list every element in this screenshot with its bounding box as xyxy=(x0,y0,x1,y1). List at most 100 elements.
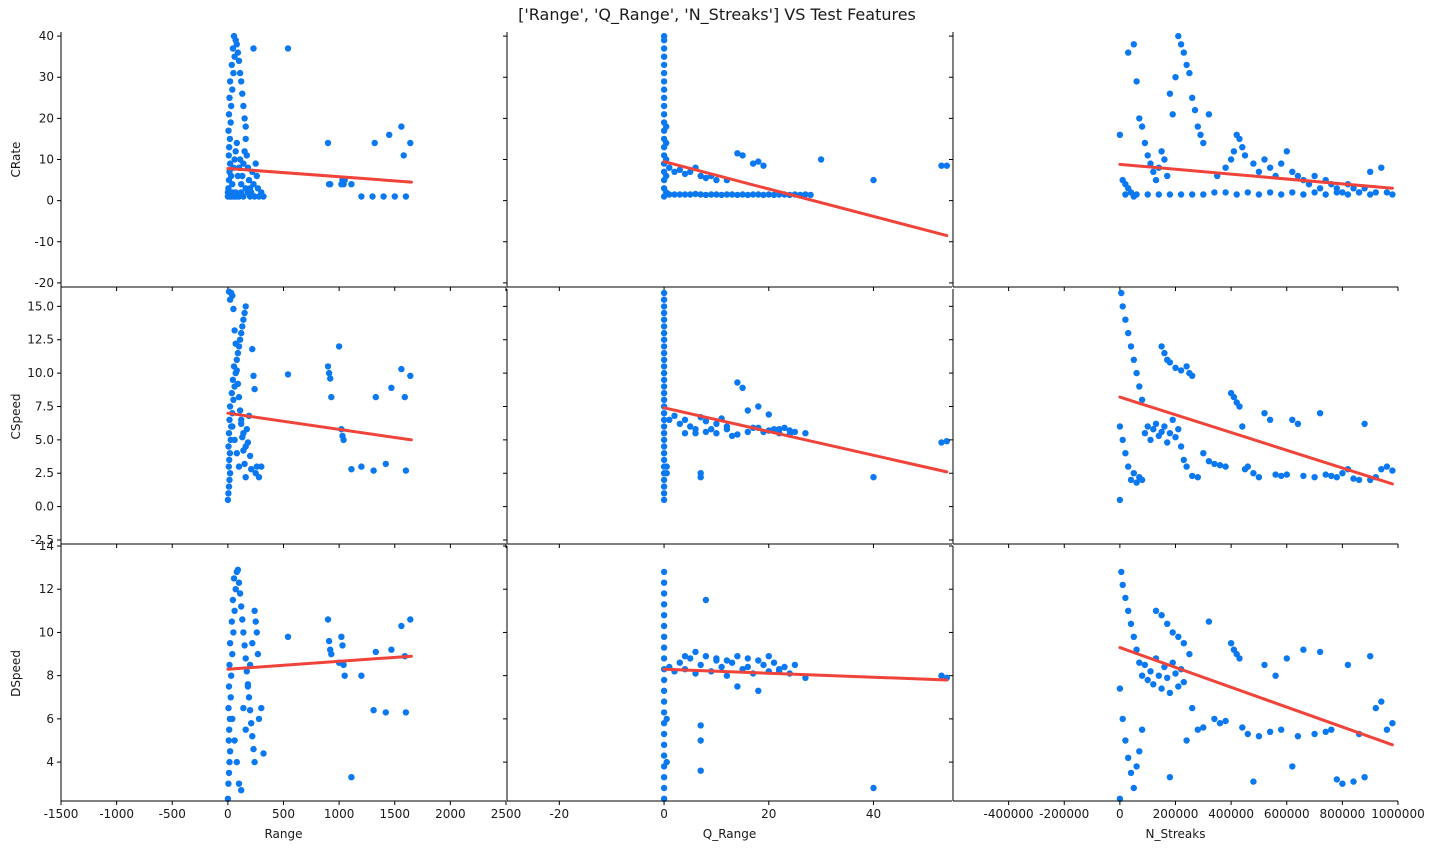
data-point xyxy=(1175,633,1182,640)
data-point xyxy=(1166,359,1174,366)
data-point xyxy=(1211,460,1218,468)
data-point xyxy=(663,758,670,766)
data-point xyxy=(233,367,240,374)
data-point xyxy=(398,365,405,373)
data-point xyxy=(1152,176,1160,184)
data-point xyxy=(248,720,255,727)
data-point xyxy=(253,463,260,470)
data-point xyxy=(1294,420,1302,427)
data-point xyxy=(358,672,365,679)
data-point xyxy=(660,795,668,802)
data-point xyxy=(339,642,346,649)
y-tick-label: 15.0 xyxy=(27,299,54,313)
x-tick-label: 400000 xyxy=(1208,807,1254,821)
data-point xyxy=(225,463,232,470)
y-axis-label: CSpeed xyxy=(9,394,23,440)
data-point xyxy=(1316,648,1324,656)
data-point xyxy=(1211,715,1218,723)
data-point xyxy=(230,629,237,636)
data-point xyxy=(370,707,377,714)
data-point xyxy=(770,426,778,433)
data-point xyxy=(1119,715,1126,723)
data-point xyxy=(232,586,239,593)
data-point xyxy=(666,191,673,198)
data-point xyxy=(226,476,233,484)
data-point xyxy=(229,181,236,188)
data-point xyxy=(666,416,673,423)
data-point xyxy=(1169,629,1176,636)
data-point xyxy=(225,490,232,497)
data-point xyxy=(1278,726,1285,733)
data-point xyxy=(1119,436,1126,444)
y-tick-label: 10.0 xyxy=(27,366,54,380)
y-tick-label: 14 xyxy=(39,539,54,553)
data-point xyxy=(1194,726,1202,733)
data-point xyxy=(407,372,414,379)
data-point xyxy=(1233,191,1240,198)
data-point xyxy=(245,694,253,701)
data-point xyxy=(239,323,246,330)
data-point xyxy=(225,430,233,437)
data-point xyxy=(1222,164,1229,171)
data-point xyxy=(1161,423,1168,430)
data-point xyxy=(702,596,710,604)
data-point xyxy=(666,164,673,171)
data-point xyxy=(1169,111,1176,118)
data-point xyxy=(1141,430,1149,437)
data-point xyxy=(1122,594,1129,602)
data-point xyxy=(1183,61,1190,69)
data-point xyxy=(660,383,668,390)
data-point xyxy=(225,780,232,787)
data-point xyxy=(1166,689,1174,697)
data-point xyxy=(660,343,668,350)
data-point xyxy=(1194,123,1202,130)
data-point xyxy=(328,393,335,401)
data-point xyxy=(1222,189,1229,196)
panel-r2-c1: -20 0 20 40 Q_Range xyxy=(503,545,952,841)
data-point xyxy=(228,102,235,110)
data-point xyxy=(660,389,668,397)
data-point xyxy=(697,722,704,729)
y-tick-label: -10 xyxy=(34,235,54,249)
data-point xyxy=(734,150,741,157)
data-point xyxy=(232,148,239,155)
data-point xyxy=(1147,436,1154,444)
data-point xyxy=(234,349,242,357)
data-point xyxy=(1125,329,1132,337)
data-point xyxy=(807,191,814,199)
data-point xyxy=(765,653,772,660)
data-point xyxy=(791,428,799,436)
data-point xyxy=(226,640,234,647)
data-point xyxy=(241,642,248,649)
data-point xyxy=(1172,364,1179,371)
data-point xyxy=(253,172,260,180)
data-point xyxy=(236,69,244,77)
data-point xyxy=(340,661,347,669)
data-point xyxy=(226,403,234,410)
data-point xyxy=(1116,685,1124,692)
data-point xyxy=(1116,795,1124,802)
data-point xyxy=(1177,443,1185,450)
data-point xyxy=(1383,463,1391,470)
x-tick-label: -500 xyxy=(159,807,186,821)
data-point xyxy=(1125,49,1132,56)
data-point xyxy=(760,191,767,199)
data-point xyxy=(781,663,788,671)
x-axis-label: Range xyxy=(264,827,302,841)
data-point xyxy=(660,579,668,586)
data-point xyxy=(755,687,762,694)
data-point xyxy=(749,160,757,167)
data-point xyxy=(386,131,393,138)
data-point xyxy=(660,436,668,444)
data-point xyxy=(246,707,254,714)
data-point xyxy=(1289,168,1296,175)
data-point xyxy=(1344,191,1352,198)
data-point xyxy=(1116,131,1124,138)
data-point xyxy=(713,420,720,427)
data-point xyxy=(1239,724,1246,731)
data-point xyxy=(660,496,668,504)
data-point xyxy=(391,193,398,200)
data-point xyxy=(749,191,757,198)
x-tick-label: -1000 xyxy=(99,807,134,821)
data-point xyxy=(235,393,243,401)
